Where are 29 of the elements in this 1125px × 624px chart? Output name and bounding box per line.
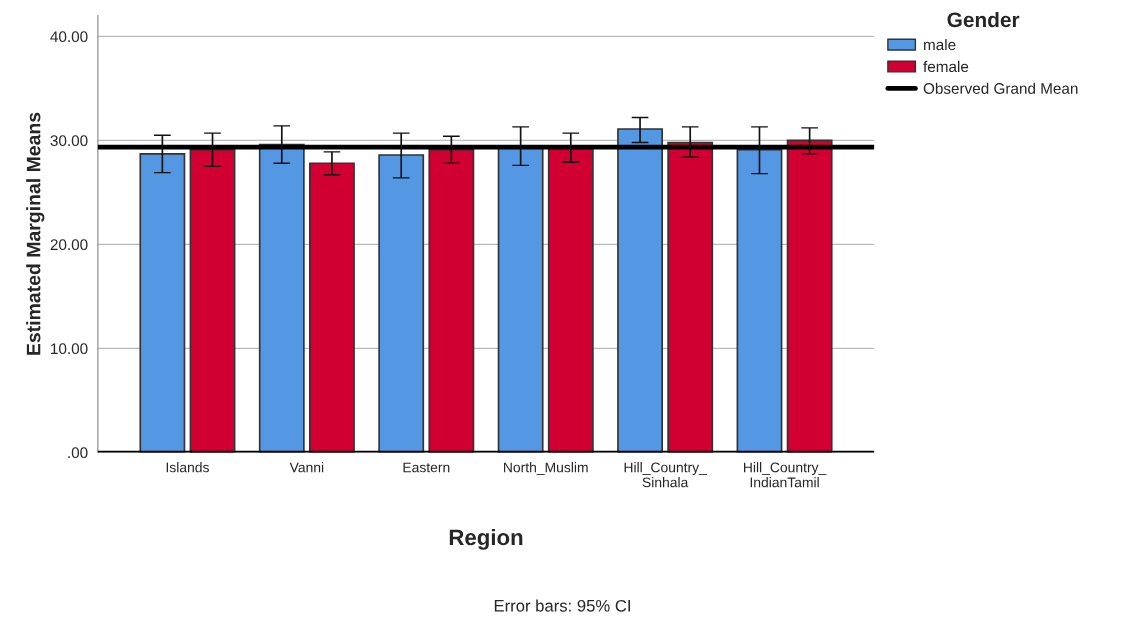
x-axis-title: Region — [449, 528, 523, 550]
x-tick-label: Hill_Country_ Sinhala — [624, 462, 707, 488]
x-tick-label: North_Muslim — [504, 462, 588, 475]
y-tick-label: .00 — [68, 447, 88, 459]
text: Error bars: 95% CI — [494, 599, 630, 612]
y-tick-label: 20.00 — [50, 239, 88, 251]
bar — [428, 148, 475, 453]
bar — [189, 148, 236, 453]
legend-label: Observed Grand Mean — [923, 82, 1078, 94]
bar — [786, 139, 833, 453]
legend-label: female — [923, 60, 969, 73]
x-tick-label: Islands — [166, 462, 209, 473]
y-tick-label: 40.00 — [50, 31, 88, 43]
bar — [736, 148, 783, 453]
bar — [139, 153, 186, 453]
y-tick-label: 10.00 — [51, 343, 88, 355]
y-axis-title: Estimated Marginal Means — [26, 112, 45, 355]
bar — [667, 141, 714, 453]
bar — [309, 162, 355, 453]
x-tick-label: Vanni — [289, 462, 324, 473]
x-tick-label: Eastern — [403, 462, 450, 473]
y-tick-label: 30.00 — [50, 135, 88, 147]
x-tick-label: Hill_Country_ IndianTamil — [744, 462, 827, 488]
bar — [258, 143, 305, 453]
legend-label: male — [924, 38, 956, 51]
bar — [378, 154, 425, 453]
bar — [617, 128, 663, 453]
legend-title: Gender — [947, 11, 1020, 28]
bar — [547, 147, 594, 453]
